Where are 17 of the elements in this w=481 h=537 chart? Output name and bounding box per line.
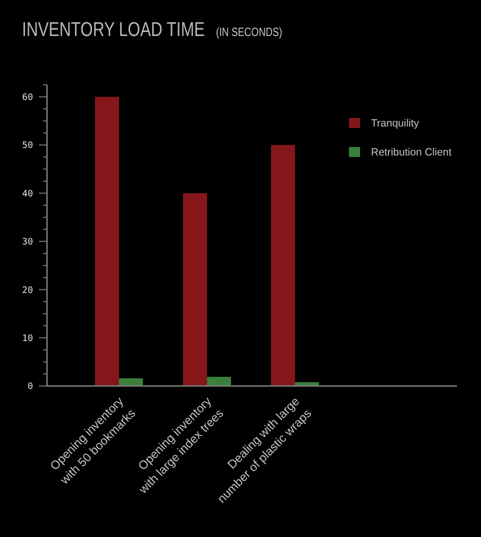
y-tick-label: 60 — [22, 92, 33, 103]
y-tick-label: 10 — [22, 334, 33, 344]
bar — [183, 193, 207, 386]
y-tick-label: 40 — [22, 189, 33, 200]
y-tick-label: 50 — [22, 141, 33, 152]
chart-subtitle: (IN SECONDS) — [216, 26, 282, 40]
bar — [119, 378, 143, 386]
y-tick-label: 30 — [22, 238, 33, 248]
legend-label: Retribution Client — [371, 146, 452, 159]
bar — [95, 96, 119, 386]
bar — [295, 382, 319, 386]
legend-label: Tranquility — [371, 118, 420, 130]
bar — [207, 376, 231, 386]
chart-title: INVENTORY LOAD TIME — [22, 18, 205, 40]
y-tick-label: 20 — [22, 286, 33, 296]
bar — [271, 145, 295, 386]
y-tick-label: 0 — [28, 382, 33, 392]
